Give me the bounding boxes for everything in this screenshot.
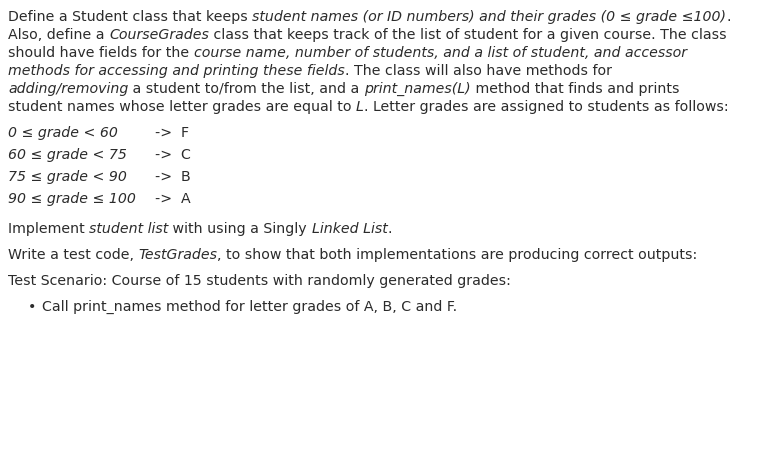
Text: a student to/from the list, and a: a student to/from the list, and a	[128, 82, 364, 96]
Text: •: •	[28, 300, 36, 314]
Text: ->  B: -> B	[155, 170, 191, 184]
Text: CourseGrades: CourseGrades	[109, 28, 209, 42]
Text: class that keeps track of the list of student for a given course. The class: class that keeps track of the list of st…	[209, 28, 726, 42]
Text: 60 ≤ grade < 75: 60 ≤ grade < 75	[8, 148, 127, 162]
Text: Write a test code,: Write a test code,	[8, 248, 139, 262]
Text: student names (or ID numbers) and their grades (0 ≤ grade ≤100): student names (or ID numbers) and their …	[252, 10, 726, 24]
Text: adding/removing: adding/removing	[8, 82, 128, 96]
Text: methods for accessing and printing these fields: methods for accessing and printing these…	[8, 64, 345, 78]
Text: with using a Singly: with using a Singly	[168, 222, 312, 236]
Text: L: L	[356, 100, 364, 114]
Text: 0 ≤ grade < 60: 0 ≤ grade < 60	[8, 126, 118, 140]
Text: ->  C: -> C	[155, 148, 191, 162]
Text: print_names(L): print_names(L)	[364, 82, 471, 96]
Text: TestGrades: TestGrades	[139, 248, 218, 262]
Text: Linked List: Linked List	[312, 222, 387, 236]
Text: Implement: Implement	[8, 222, 89, 236]
Text: 75 ≤ grade < 90: 75 ≤ grade < 90	[8, 170, 127, 184]
Text: Call print_names method for letter grades of A, B, C and F.: Call print_names method for letter grade…	[42, 300, 457, 314]
Text: . Letter grades are assigned to students as follows:: . Letter grades are assigned to students…	[364, 100, 728, 114]
Text: , to show that both implementations are producing correct outputs:: , to show that both implementations are …	[218, 248, 698, 262]
Text: student names whose letter grades are equal to: student names whose letter grades are eq…	[8, 100, 356, 114]
Text: 90 ≤ grade ≤ 100: 90 ≤ grade ≤ 100	[8, 192, 136, 206]
Text: ->  F: -> F	[155, 126, 189, 140]
Text: Define a Student class that keeps: Define a Student class that keeps	[8, 10, 252, 24]
Text: student list: student list	[89, 222, 168, 236]
Text: should have fields for the: should have fields for the	[8, 46, 193, 60]
Text: Also, define a: Also, define a	[8, 28, 109, 42]
Text: ->  A: -> A	[155, 192, 190, 206]
Text: .: .	[387, 222, 392, 236]
Text: . The class will also have methods for: . The class will also have methods for	[345, 64, 612, 78]
Text: Test Scenario: Course of 15 students with randomly generated grades:: Test Scenario: Course of 15 students wit…	[8, 274, 511, 288]
Text: course name, number of students, and a list of student, and accessor: course name, number of students, and a l…	[193, 46, 687, 60]
Text: .: .	[726, 10, 731, 24]
Text: method that finds and prints: method that finds and prints	[471, 82, 679, 96]
